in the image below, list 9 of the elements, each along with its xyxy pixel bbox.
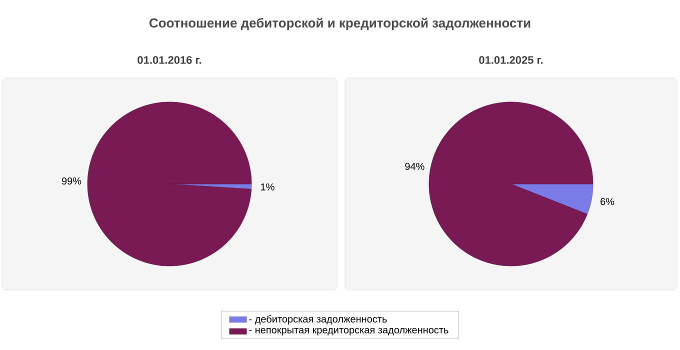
- legend-label: - непокрытая кредиторская задолженность: [249, 328, 448, 336]
- data-label: 1%: [261, 183, 274, 190]
- legend-label: - дебиторская задолженность: [249, 315, 387, 325]
- chart-title: Соотношение дебиторской и кредиторской задолженности: [150, 18, 530, 30]
- data-label: 99%: [62, 177, 82, 185]
- chart-subtitle: 01.01.2025 г.: [479, 56, 543, 64]
- data-label: 6%: [600, 198, 614, 206]
- data-label: 94%: [405, 162, 424, 170]
- chart-subtitle: 01.01.2016 г.: [138, 56, 202, 64]
